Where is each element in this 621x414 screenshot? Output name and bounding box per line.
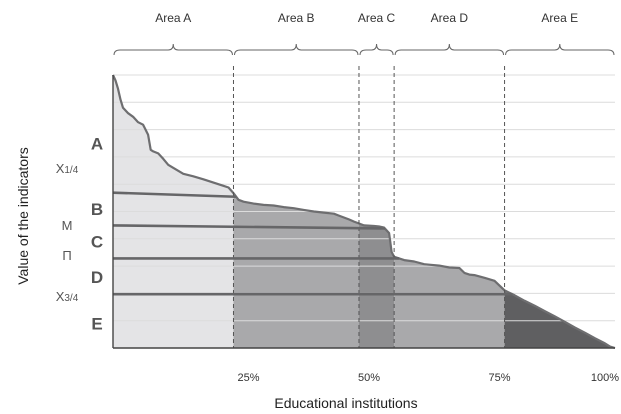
area-label-b: Area B <box>278 11 315 25</box>
band-letter-a: A <box>91 134 103 153</box>
x-tick-label: 50% <box>358 372 380 384</box>
x-axis-title: Educational institutions <box>274 395 417 411</box>
gridlines <box>113 74 615 322</box>
statistic-lines <box>112 191 513 296</box>
stat-label-subscript: 3/4 <box>64 293 78 304</box>
stat-label: П <box>62 248 71 263</box>
stat-line <box>112 224 385 230</box>
area-label-a: Area A <box>155 11 191 25</box>
band-letter-c: C <box>91 233 103 252</box>
area-label-c: Area C <box>358 11 396 25</box>
brace-area-a <box>113 43 233 56</box>
stat-label: X3/4 <box>56 289 79 304</box>
brace-area-e <box>505 43 615 56</box>
band-letter-d: D <box>91 268 103 287</box>
x-tick-label: 25% <box>238 372 260 384</box>
stat-label: M <box>62 218 73 233</box>
area-fills <box>113 75 615 348</box>
area-fill-b <box>233 193 359 348</box>
brace-area-b <box>233 43 359 56</box>
labels: Area A Area B Area C Area D Area E 25% 50% 75% 1… <box>56 11 620 384</box>
axes <box>112 75 615 349</box>
brace-area-d <box>394 43 505 56</box>
data-line <box>111 74 616 350</box>
stat-label: X1/4 <box>56 161 79 176</box>
brace-area-c <box>359 43 394 56</box>
stat-label-subscript: 1/4 <box>64 165 78 176</box>
data-curve <box>111 74 616 350</box>
x-tick-label: 75% <box>489 372 511 384</box>
x-tick-label: 100% <box>591 372 619 384</box>
stat-line <box>112 191 237 199</box>
area-fill-d <box>394 256 505 348</box>
y-axis-title: Value of the indicators <box>15 147 31 285</box>
area-braces <box>113 43 615 56</box>
area-label-e: Area E <box>541 11 578 25</box>
area-label-d: Area D <box>431 11 469 25</box>
area-dividers <box>232 66 506 348</box>
band-letter-e: E <box>91 314 102 333</box>
area-fill-c <box>359 223 395 348</box>
band-letter-b: B <box>91 200 103 219</box>
